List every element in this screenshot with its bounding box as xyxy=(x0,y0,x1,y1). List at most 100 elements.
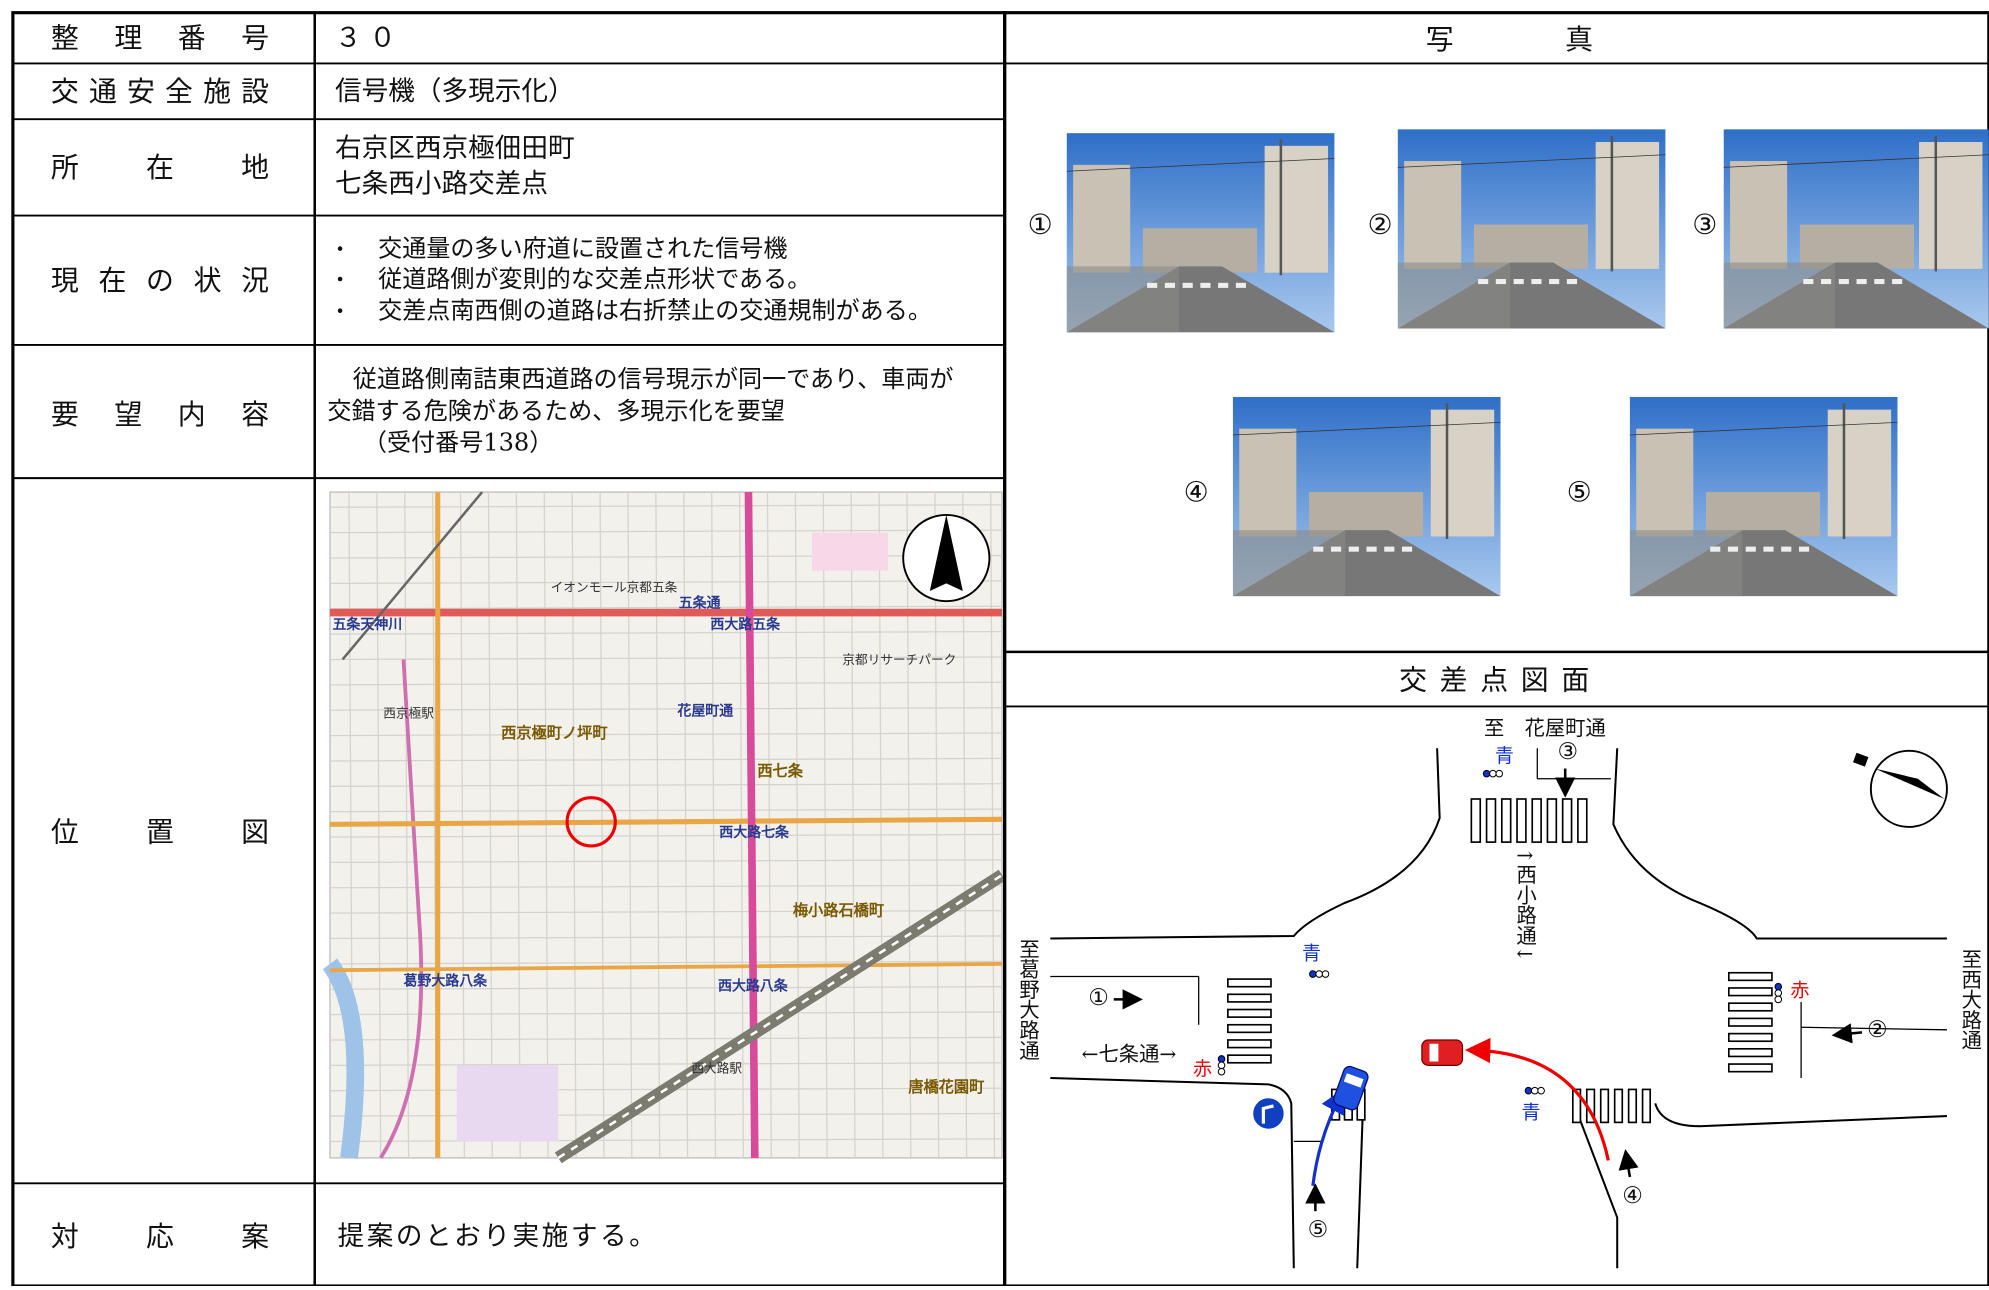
signal-heads xyxy=(1217,769,1783,1095)
crosswalk-stripe xyxy=(1627,1088,1638,1124)
crosswalk-stripe xyxy=(1727,1032,1773,1043)
bullet xyxy=(337,246,343,251)
bullet xyxy=(337,308,343,314)
point-label: ⑤ xyxy=(1308,1217,1328,1243)
map-street xyxy=(329,833,1003,838)
photo-crosswalk xyxy=(1147,282,1158,288)
photo-ground xyxy=(1066,266,1180,333)
row-label: 交通安全施設 xyxy=(51,75,269,108)
view-arrow xyxy=(1618,1149,1639,1178)
map-street xyxy=(934,492,940,1158)
map-street xyxy=(711,492,717,1158)
row-labels: 整理番号 交通安全施設 所在地 現在の状況 要望内容 位置図 対応案 xyxy=(51,22,269,1253)
map-label: 西大路七条 xyxy=(719,824,789,841)
row-values: ３０ 信号機（多現示化） 右京区西京極佃田町 七条西小路交差点 交通量の多い府道… xyxy=(327,23,953,1252)
photo-crosswalk xyxy=(1781,546,1792,552)
photo-crosswalk xyxy=(1235,282,1246,288)
map-street xyxy=(329,1112,1003,1117)
crosswalks xyxy=(1227,798,1773,1124)
photo-building xyxy=(1309,492,1424,537)
map-label: 梅小路石橋町 xyxy=(793,902,885,920)
photo-crosswalk xyxy=(1218,282,1229,288)
map-street xyxy=(878,492,884,1158)
map-street xyxy=(329,504,1003,508)
intersection-diagram xyxy=(1050,748,1947,1269)
photo xyxy=(1066,133,1335,333)
photo-building xyxy=(1073,164,1131,273)
map-street xyxy=(329,707,1003,711)
map-street xyxy=(962,492,968,1158)
photo-crosswalk xyxy=(1892,279,1903,285)
map-label: 五条通 xyxy=(679,595,722,612)
signal-lamp xyxy=(1774,995,1783,1004)
request-line: 交錯する危険があるため、多現示化を要望 xyxy=(327,397,784,425)
map-street xyxy=(329,935,1003,940)
photo-building xyxy=(1404,161,1462,269)
row-label: 整理番号 xyxy=(51,22,269,55)
photo-crosswalk xyxy=(1478,279,1489,285)
crosswalk-stripe xyxy=(1727,1048,1773,1058)
row-value: ３０ xyxy=(335,23,403,54)
map-street xyxy=(329,1138,1003,1143)
signal-lamp xyxy=(1495,769,1504,778)
photo-crosswalk xyxy=(1330,546,1342,552)
photo-crosswalk xyxy=(1745,546,1756,552)
photo-crosswalk xyxy=(1164,282,1175,288)
crosswalk-stripe xyxy=(1531,798,1542,843)
photo-wire xyxy=(1397,154,1666,168)
signal-label: 青 xyxy=(1495,745,1514,767)
photo-crosswalk xyxy=(1821,279,1832,285)
photo xyxy=(1629,396,1898,597)
map-street xyxy=(329,859,1003,864)
signal-lamp xyxy=(1524,1086,1533,1095)
photo-building xyxy=(1730,161,1788,269)
status-item: 交差点南西側の道路は右折禁止の交通規制がある。 xyxy=(378,297,932,325)
photo-crosswalk xyxy=(1798,546,1810,552)
road-label: ←七条通→ xyxy=(1082,1042,1177,1066)
photo-crosswalk xyxy=(1856,279,1867,285)
photo-crosswalk xyxy=(1727,546,1739,552)
signal-lamp xyxy=(1309,970,1317,978)
crosswalk-stripe xyxy=(1227,1023,1272,1034)
crosswalk-stripe xyxy=(1727,1017,1773,1027)
map-label: 西大路八条 xyxy=(718,978,788,995)
photo-number: ④ xyxy=(1184,476,1209,509)
crosswalk-stripe xyxy=(1727,971,1773,982)
map-street xyxy=(329,1011,1003,1016)
photo-crosswalk xyxy=(1200,282,1211,288)
row-label: 位置図 xyxy=(51,815,269,848)
signal-label: 赤 xyxy=(1790,979,1809,1001)
crosswalk-stripe xyxy=(1641,1088,1652,1124)
crosswalk-stripe xyxy=(1577,798,1588,843)
map-street xyxy=(766,492,772,1158)
photo-wire xyxy=(1629,421,1898,436)
turn-path xyxy=(1465,1037,1610,1161)
photo-crosswalk xyxy=(1803,279,1814,285)
map-street xyxy=(329,554,1003,559)
photo-building xyxy=(1264,145,1329,273)
map-street xyxy=(329,884,1003,889)
signal-lamp xyxy=(1530,1086,1539,1095)
photo-crosswalk xyxy=(1566,279,1578,285)
signal-lamp xyxy=(1537,1086,1545,1095)
point-label: ④ xyxy=(1622,1183,1642,1209)
photo-number: ② xyxy=(1368,208,1393,241)
photo xyxy=(1232,396,1501,597)
crosswalk-stripe xyxy=(1470,798,1482,843)
photo xyxy=(1723,129,1989,329)
signal-label: 青 xyxy=(1302,943,1321,965)
map-street xyxy=(599,492,605,1158)
bullet xyxy=(337,276,343,282)
map-label: 西京極駅 xyxy=(383,705,434,720)
crosswalk-stripe xyxy=(1227,1008,1272,1018)
request-line: 従道路側南詰東西道路の信号現示が同一であり、車両が xyxy=(353,365,954,393)
crosswalk-stripe xyxy=(1516,798,1527,843)
map-street xyxy=(329,529,1003,534)
signal-lamp xyxy=(1315,970,1323,978)
crosswalk-stripe xyxy=(1727,1002,1773,1012)
photo-crosswalk xyxy=(1513,279,1524,285)
photo-ground xyxy=(1629,530,1743,597)
crosswalk-stripe xyxy=(1727,987,1773,997)
